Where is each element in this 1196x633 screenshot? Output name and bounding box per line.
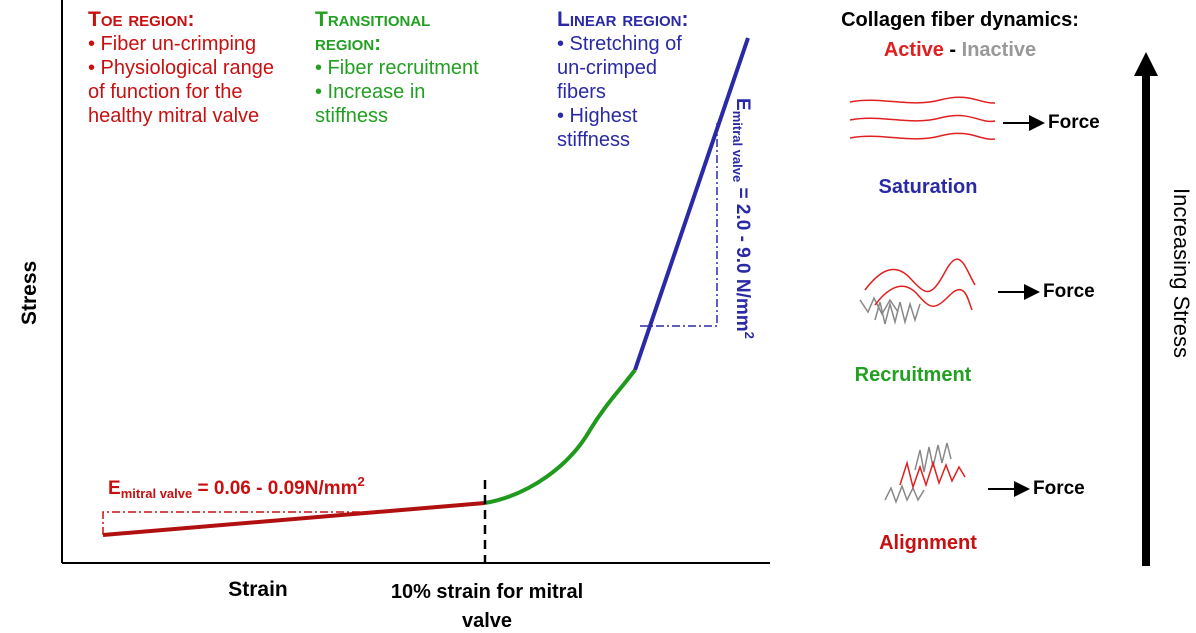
bullet: • Physiological range of function for th… (88, 57, 274, 127)
stress-arrow-head (1134, 52, 1158, 76)
modulus-superscript: 2 (742, 331, 757, 339)
bullet: • Fiber recruitment (315, 57, 479, 79)
region-title: Linear region: (557, 8, 689, 31)
bullet: • Increase in stiffness (315, 81, 426, 127)
alignment-fibers (884, 442, 966, 505)
recruitment-fibers (859, 258, 976, 325)
force-label: Force (1033, 478, 1085, 499)
strain-marker-label: 10% strain for mitral valve (390, 581, 584, 632)
toe-slope-guide (102, 511, 375, 535)
toe-modulus: Emitral valve = 0.06 - 0.09N/mm2 (108, 470, 365, 506)
stress-arrow-label: Increasing Stress (1169, 188, 1194, 358)
modulus-value: = 2.0 - 9.0 N/mm (732, 182, 753, 332)
bullet: • Fiber un-crimping (88, 33, 257, 55)
legend-key: Active - Inactive (790, 38, 1130, 62)
linear-modulus: Emitral valve = 2.0 - 9.0 N/mm2 (730, 98, 757, 339)
force-label: Force (1043, 281, 1095, 302)
transitional-region: Transitional region: • Fiber recruitment… (315, 8, 530, 128)
state-label: Alignment (879, 532, 977, 554)
legend-separator: - (943, 39, 962, 61)
region-title: Toe region: (88, 8, 195, 31)
linear-region: Linear region: • Stretching of un-crimpe… (557, 8, 727, 152)
modulus-subscript: mitral valve (120, 486, 193, 501)
legend-active: Active (883, 39, 944, 61)
modulus-superscript: 2 (357, 474, 365, 489)
force-label: Force (1048, 112, 1100, 133)
transitional-curve (484, 368, 637, 505)
region-title: Transitional region: (315, 8, 431, 55)
bullet: • Highest stiffness (557, 105, 638, 151)
saturation-fibers (849, 96, 996, 140)
legend-title: Collagen fiber dynamics: (841, 9, 1079, 31)
modulus-symbol: E (108, 478, 121, 499)
modulus-subscript: mitral valve (730, 110, 745, 183)
linear-curve (633, 37, 750, 371)
bullet: • Stretching of un-crimped fibers (557, 33, 682, 103)
linear-slope-guide (640, 120, 718, 327)
legend-inactive: Inactive (961, 39, 1037, 61)
x-axis-label: Strain (228, 578, 288, 601)
state-label: Saturation (878, 176, 978, 198)
y-axis-label: Stress (18, 260, 41, 325)
state-label: Recruitment (854, 364, 972, 386)
modulus-symbol: E (732, 98, 753, 111)
toe-curve (102, 501, 486, 537)
modulus-value: = 0.06 - 0.09N/mm (192, 478, 358, 499)
toe-region: Toe region: • Fiber un-crimping • Physio… (88, 8, 283, 128)
